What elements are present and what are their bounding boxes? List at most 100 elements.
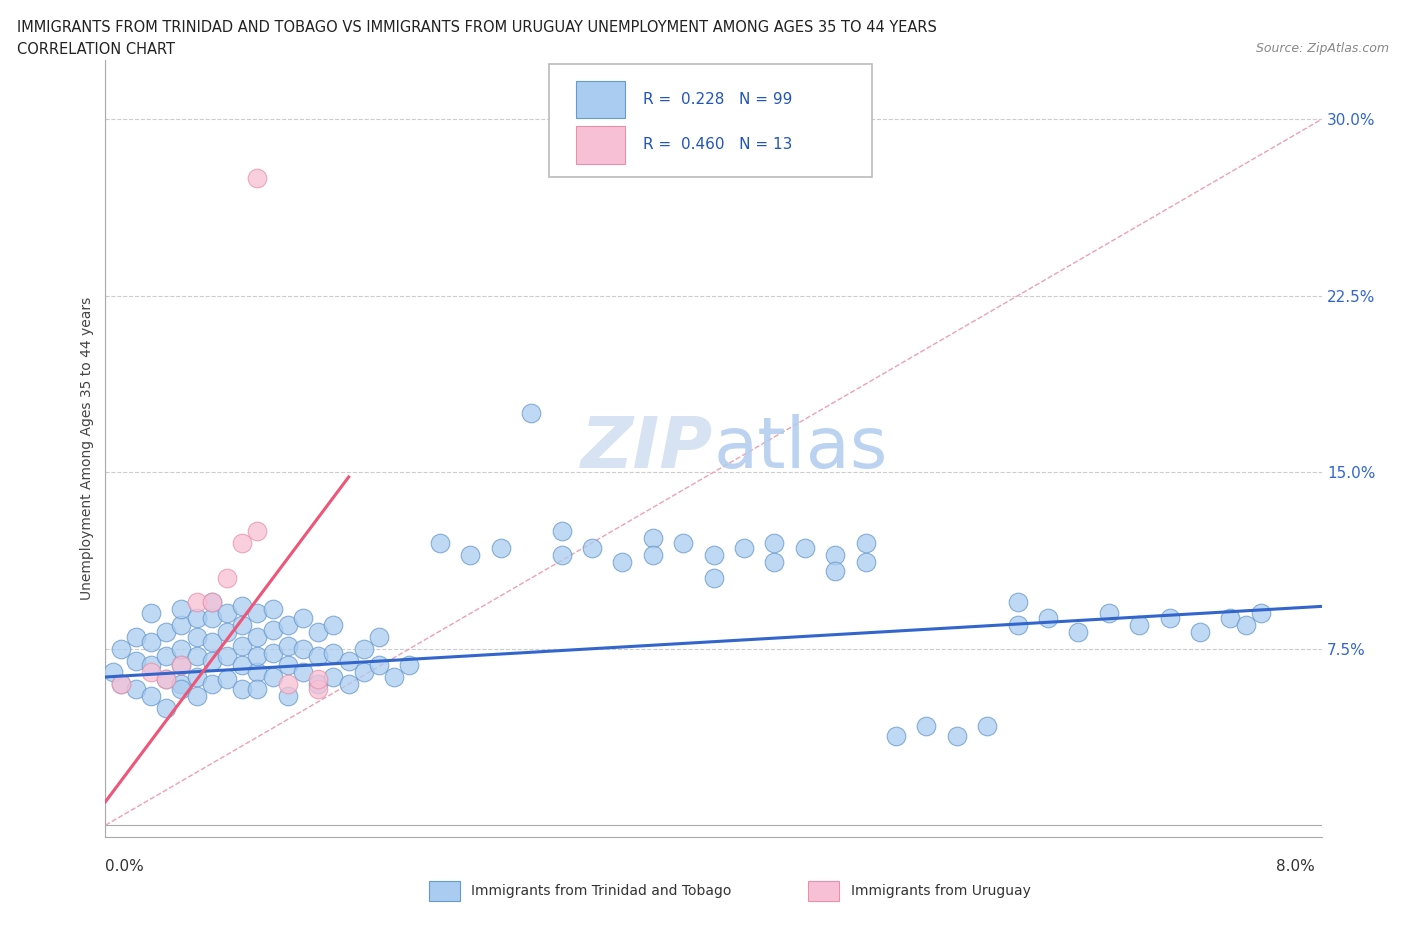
Point: [201, 594, 224, 609]
Point: [322, 670, 344, 684]
Point: [125, 682, 148, 697]
Point: [139, 634, 162, 649]
Point: [855, 536, 877, 551]
Point: [217, 571, 239, 586]
Point: [155, 648, 177, 663]
Point: [201, 611, 224, 626]
Point: [277, 688, 299, 703]
Point: [763, 536, 786, 551]
Point: [1188, 625, 1211, 640]
Point: [262, 622, 284, 637]
Point: [170, 682, 193, 697]
Point: [489, 540, 512, 555]
Point: [262, 646, 284, 661]
Point: [217, 625, 239, 640]
Point: [201, 677, 224, 692]
Point: [217, 648, 239, 663]
Point: [945, 728, 967, 743]
Point: [110, 642, 132, 657]
Point: [398, 658, 420, 672]
Point: [155, 671, 177, 686]
Point: [292, 642, 315, 657]
Point: [170, 642, 193, 657]
Point: [1250, 606, 1272, 621]
Point: [155, 700, 177, 715]
Point: [1128, 618, 1150, 632]
Point: [307, 625, 329, 640]
FancyBboxPatch shape: [576, 126, 624, 164]
Point: [231, 599, 253, 614]
Point: [1098, 606, 1121, 621]
Point: [337, 653, 360, 668]
Text: CORRELATION CHART: CORRELATION CHART: [17, 42, 174, 57]
Point: [170, 618, 193, 632]
Point: [277, 618, 299, 632]
Point: [307, 671, 329, 686]
Point: [581, 540, 603, 555]
Point: [612, 554, 634, 569]
Point: [307, 648, 329, 663]
Point: [915, 719, 938, 734]
Point: [976, 719, 998, 734]
Point: [520, 406, 543, 421]
Point: [201, 653, 224, 668]
Point: [1159, 611, 1181, 626]
Point: [353, 665, 375, 680]
Point: [231, 682, 253, 697]
Text: IMMIGRANTS FROM TRINIDAD AND TOBAGO VS IMMIGRANTS FROM URUGUAY UNEMPLOYMENT AMON: IMMIGRANTS FROM TRINIDAD AND TOBAGO VS I…: [17, 20, 936, 35]
Point: [322, 646, 344, 661]
Point: [322, 618, 344, 632]
Point: [139, 688, 162, 703]
Point: [793, 540, 815, 555]
Point: [186, 670, 208, 684]
Point: [231, 536, 253, 551]
Point: [186, 630, 208, 644]
Point: [201, 594, 224, 609]
Point: [155, 671, 177, 686]
Point: [277, 677, 299, 692]
Point: [307, 677, 329, 692]
Point: [246, 524, 269, 538]
Point: [217, 606, 239, 621]
Point: [170, 677, 193, 692]
FancyBboxPatch shape: [550, 64, 872, 177]
Point: [246, 606, 269, 621]
Point: [246, 682, 269, 697]
Text: R =  0.460   N = 13: R = 0.460 N = 13: [643, 138, 793, 153]
Point: [201, 634, 224, 649]
Point: [139, 658, 162, 672]
Point: [641, 547, 664, 562]
Text: 8.0%: 8.0%: [1275, 859, 1315, 874]
Point: [139, 665, 162, 680]
Y-axis label: Unemployment Among Ages 35 to 44 years: Unemployment Among Ages 35 to 44 years: [80, 297, 94, 601]
Point: [101, 665, 124, 680]
Point: [429, 536, 451, 551]
Point: [231, 618, 253, 632]
Point: [186, 594, 208, 609]
Point: [1234, 618, 1257, 632]
Point: [262, 602, 284, 617]
Point: [231, 658, 253, 672]
Point: [337, 677, 360, 692]
Point: [458, 547, 481, 562]
Point: [353, 642, 375, 657]
Point: [155, 625, 177, 640]
Point: [246, 665, 269, 680]
Text: Immigrants from Trinidad and Tobago: Immigrants from Trinidad and Tobago: [471, 884, 731, 898]
Text: Immigrants from Uruguay: Immigrants from Uruguay: [851, 884, 1031, 898]
Point: [186, 688, 208, 703]
Point: [170, 658, 193, 672]
Point: [139, 606, 162, 621]
Point: [262, 670, 284, 684]
Text: 0.0%: 0.0%: [105, 859, 145, 874]
Point: [1007, 618, 1029, 632]
Point: [824, 564, 846, 578]
Point: [217, 671, 239, 686]
Point: [246, 648, 269, 663]
Point: [1007, 594, 1029, 609]
Point: [550, 524, 572, 538]
Point: [125, 630, 148, 644]
Point: [368, 658, 391, 672]
Point: [1067, 625, 1090, 640]
Point: [733, 540, 755, 555]
